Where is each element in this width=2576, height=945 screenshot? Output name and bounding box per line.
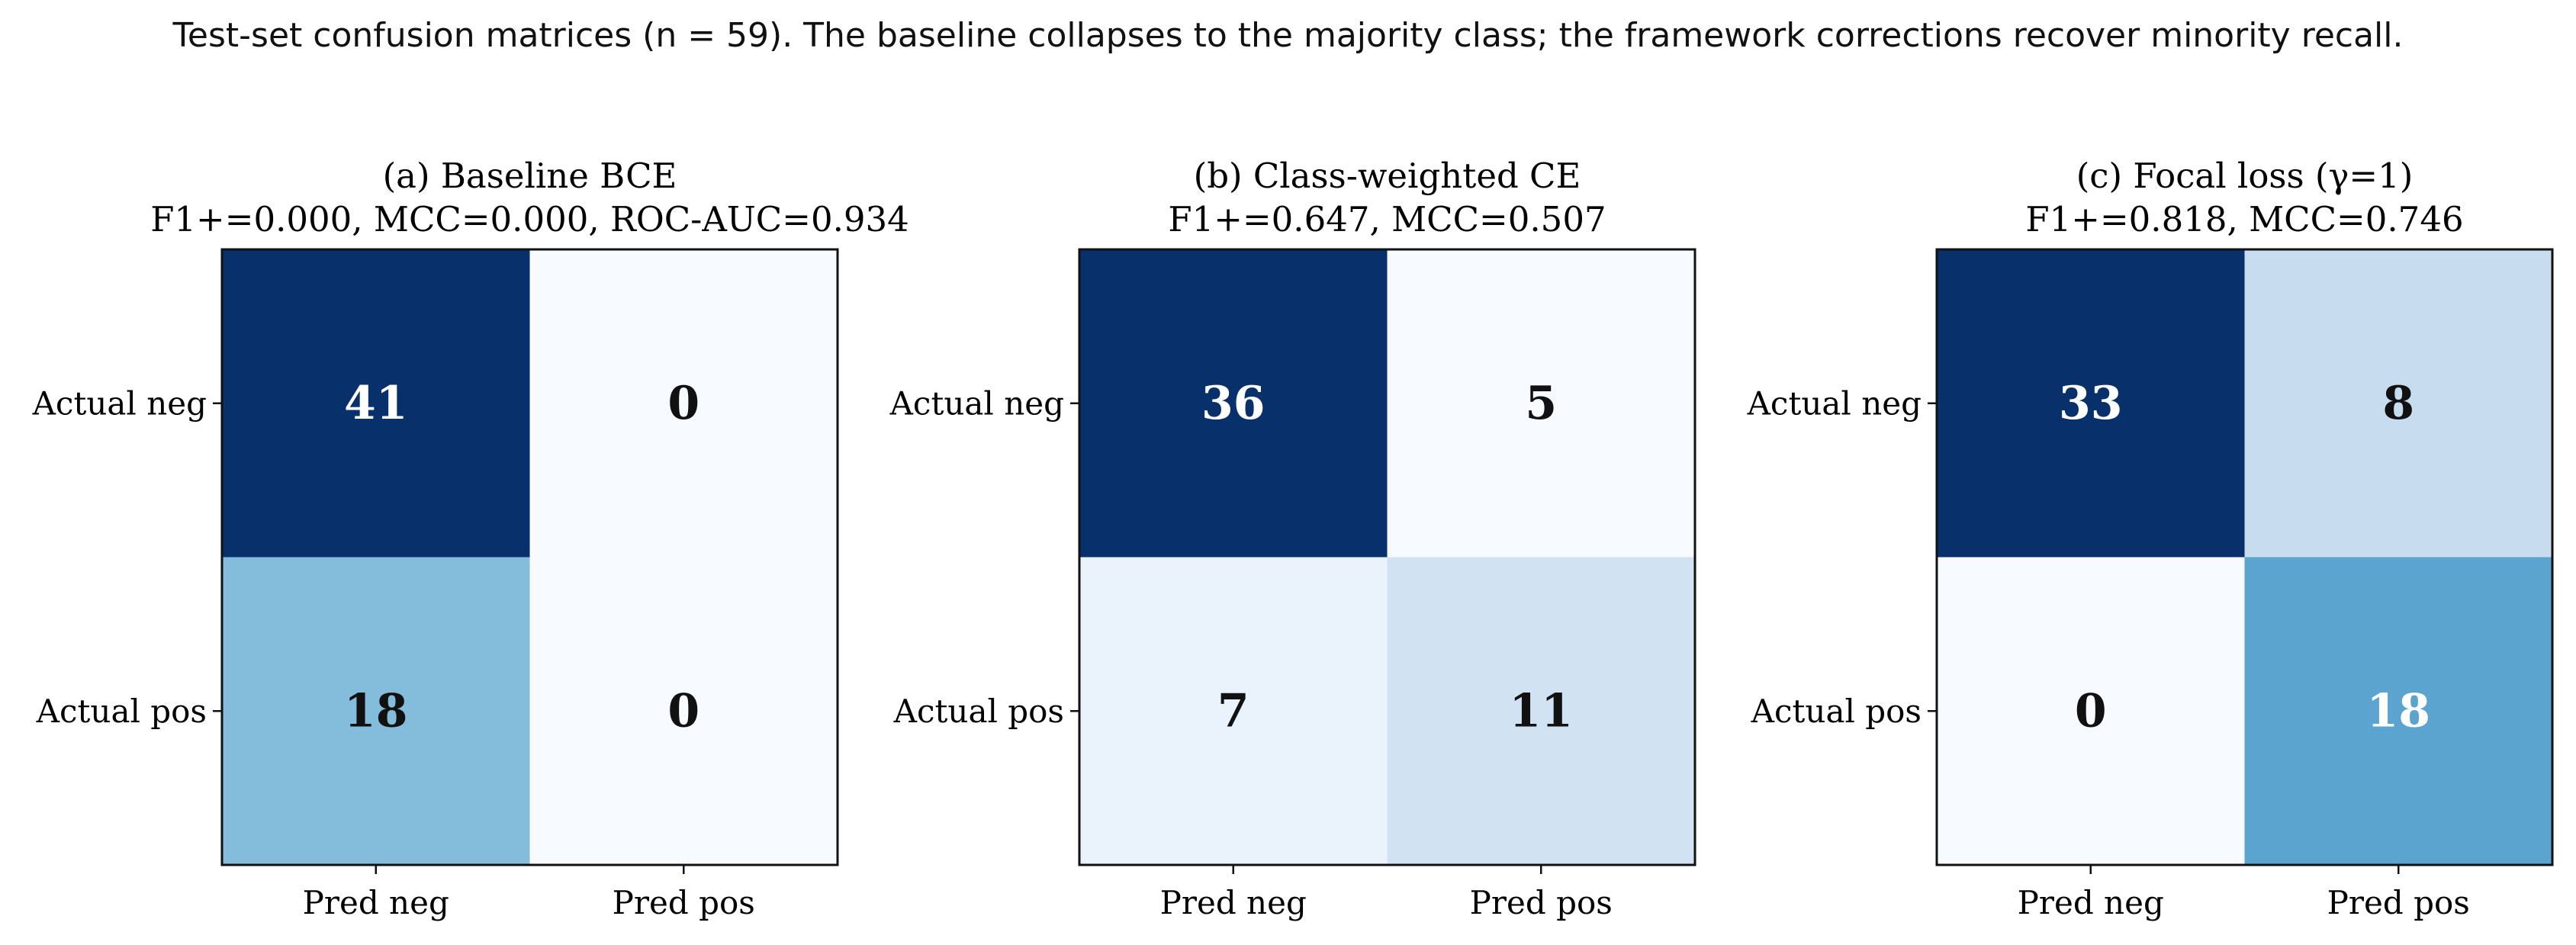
panel-subtitle: F1+=0.647, MCC=0.507 [1168,199,1606,239]
axes-frame [1078,248,1696,866]
cell-value-label: 7 [1217,684,1249,738]
heatmap-cell [1079,249,1388,558]
y-tick-label: Actual pos [893,693,1064,730]
heatmap-cell [222,557,530,865]
panel-subtitle: F1+=0.818, MCC=0.746 [2025,199,2463,239]
y-tick-label: Actual neg [1747,384,1922,422]
cell-value-label: 36 [1201,377,1265,430]
cell-value-label: 33 [2059,377,2123,430]
y-tick-label: Actual pos [1751,693,1922,730]
heatmap-cell [2244,249,2552,558]
heatmap-cell [1387,557,1695,865]
cell-value-label: 5 [1525,377,1557,430]
x-tick-label: Pred neg [303,884,449,921]
cell-value-label: 41 [344,377,408,430]
panel-subtitle: F1+=0.000, MCC=0.000, ROC-AUC=0.934 [150,199,909,239]
cell-value-label: 8 [2382,377,2414,430]
axes-frame [220,248,839,866]
cell-value-label: 0 [2075,684,2107,738]
heatmap-cell [1937,249,2245,558]
panel-title: (b) Class-weighted CE [1194,156,1581,196]
panel-title: (c) Focal loss (γ=1) [2076,156,2414,196]
cell-value-label: 0 [667,684,699,738]
heatmap-cell [529,557,838,865]
y-tick-label: Actual neg [32,384,207,422]
cell-value-label: 0 [667,377,699,430]
heatmap-cell [1387,249,1695,558]
x-tick-label: Pred pos [1470,884,1613,921]
x-tick-label: Pred pos [2327,884,2470,921]
y-tick-label: Actual neg [889,384,1064,422]
x-tick-label: Pred neg [1160,884,1307,921]
heatmap-cell [1079,557,1388,865]
cell-value-label: 18 [2367,684,2431,738]
heatmap-cell [1937,557,2245,865]
heatmap-cell [2244,557,2552,865]
y-tick-label: Actual pos [36,693,207,730]
panel-title: (a) Baseline BCE [383,156,677,196]
x-tick-label: Pred neg [2018,884,2164,921]
cell-value-label: 11 [1510,684,1574,738]
cell-value-label: 18 [344,684,408,738]
figure-caption: Test-set confusion matrices (n = 59). Th… [172,16,2404,55]
heatmap-cell [222,249,530,558]
axes-frame [1935,248,2554,866]
x-tick-label: Pred pos [613,884,755,921]
heatmap-cell [529,249,838,558]
